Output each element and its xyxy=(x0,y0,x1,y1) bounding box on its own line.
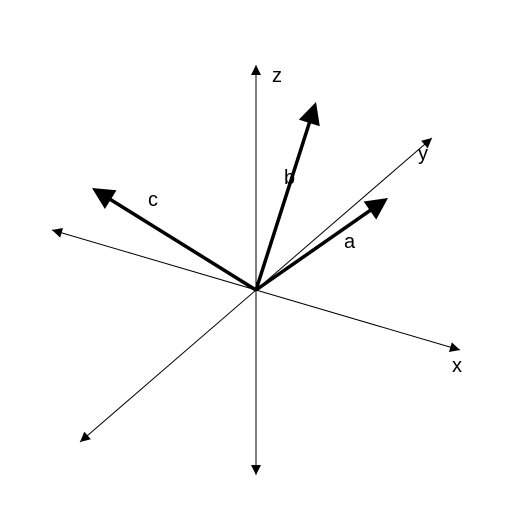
axis-x-label: x xyxy=(452,355,462,377)
labels: z y x a b c xyxy=(148,65,462,377)
axis-y-negative xyxy=(80,290,256,442)
axis-x-positive-arrow xyxy=(449,342,460,352)
axis-y-positive xyxy=(256,138,432,290)
axes xyxy=(52,65,460,475)
axis-x-negative-arrow xyxy=(52,228,63,238)
vector-a-arrow xyxy=(364,198,388,220)
vector-3d-diagram: z y x a b c xyxy=(0,0,512,512)
axis-x-positive xyxy=(256,290,460,350)
vectors xyxy=(92,102,388,290)
axis-x-negative xyxy=(52,230,256,290)
axis-y-negative-arrow xyxy=(80,432,91,442)
axis-z-positive-arrow xyxy=(251,65,261,75)
vector-c xyxy=(109,198,256,290)
axis-y-label: y xyxy=(418,143,428,165)
vector-a-label: a xyxy=(344,231,356,253)
axis-z-negative-arrow xyxy=(251,465,261,475)
vector-b-label: b xyxy=(284,167,295,189)
vector-c-label: c xyxy=(148,189,158,211)
vector-b-arrow xyxy=(299,102,320,126)
vector-b xyxy=(256,121,310,290)
axis-z-label: z xyxy=(272,65,282,87)
vector-c-arrow xyxy=(92,188,116,209)
